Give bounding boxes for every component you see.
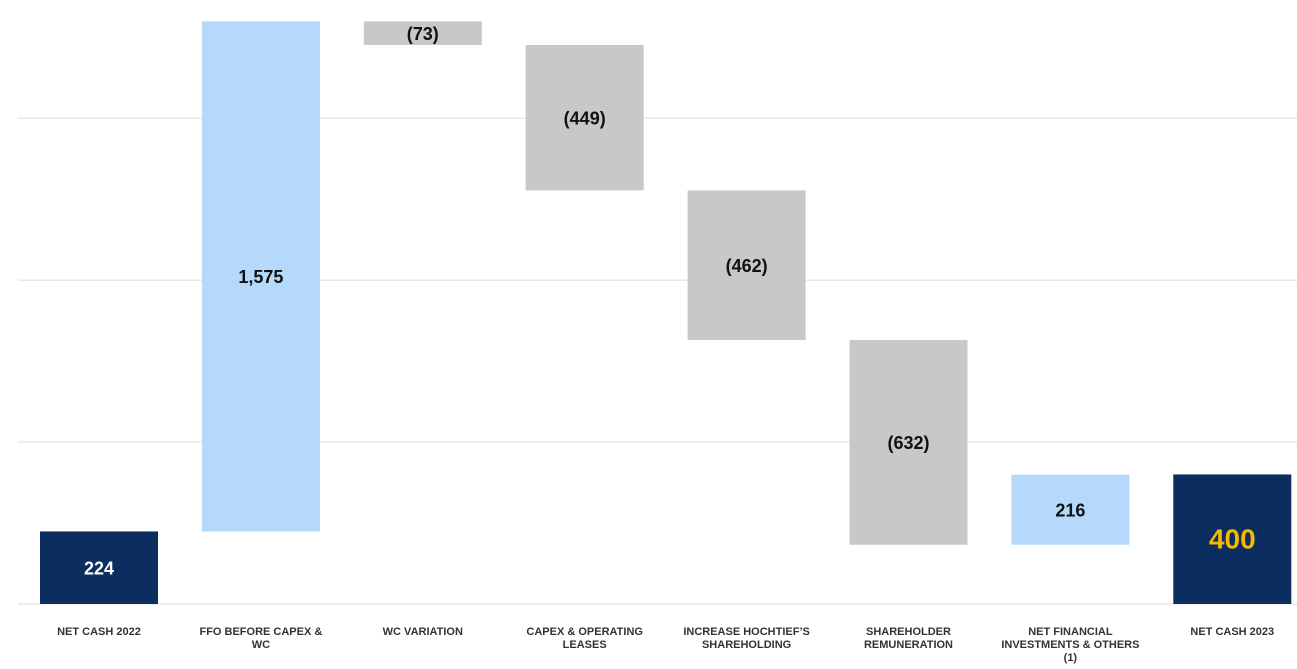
bar <box>201 21 320 532</box>
value-label: 216 <box>1055 500 1085 520</box>
x-tick-label: NET FINANCIAL INVESTMENTS & OTHERS (1) <box>1001 626 1140 664</box>
value-label: 1,575 <box>238 267 283 287</box>
x-tick-label: SHAREHOLDER REMUNERATION <box>863 626 953 651</box>
value-label: 224 <box>84 558 114 578</box>
x-tick-label: NET CASH 2022 <box>57 626 141 638</box>
value-label: (73) <box>407 24 439 44</box>
x-tick-label: NET CASH 2023 <box>1190 626 1275 638</box>
bar <box>849 340 968 545</box>
value-label: (462) <box>726 256 768 276</box>
x-tick-label: WC VARIATION <box>382 626 463 638</box>
bar <box>687 190 806 341</box>
value-label: (449) <box>564 108 606 128</box>
x-tick-label: INCREASE HOCHTIEF’S SHAREHOLDING <box>683 626 810 651</box>
bar <box>40 531 158 604</box>
bar <box>1173 474 1292 604</box>
value-label: (632) <box>887 433 929 453</box>
bar <box>363 21 482 45</box>
x-tick-label: FFO BEFORE CAPEX & WC <box>199 626 323 651</box>
bar <box>1011 474 1130 545</box>
bar <box>525 44 644 191</box>
value-label: 400 <box>1209 524 1256 555</box>
x-tick-label: CAPEX & OPERATING LEASES <box>526 626 643 651</box>
